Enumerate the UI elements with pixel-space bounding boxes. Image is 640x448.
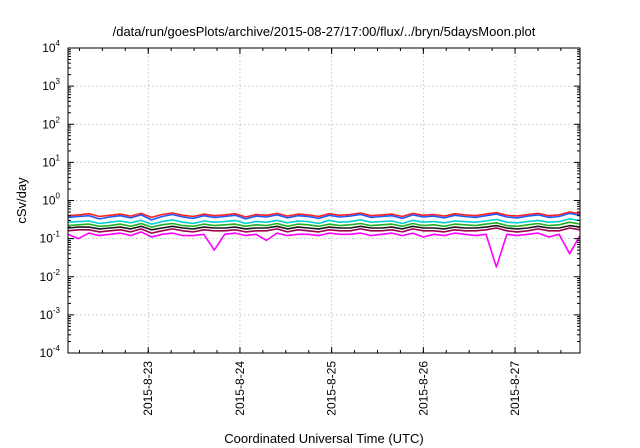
series-line (67, 231, 581, 268)
y-tick-label: 100 (42, 192, 60, 208)
y-tick-exponent: -3 (53, 306, 61, 315)
y-tick-exponent: 0 (56, 192, 61, 201)
plot-series (67, 211, 581, 268)
y-tick-base: 10 (40, 346, 54, 360)
y-axis-label: cSv/day (14, 177, 29, 224)
x-tick-label: 2015-8-26 (416, 361, 430, 416)
y-tick-label: 10-1 (40, 230, 61, 246)
y-tick-base: 10 (42, 155, 56, 169)
y-tick-exponent: -1 (53, 230, 61, 239)
chart-title: /data/run/goesPlots/archive/2015-08-27/1… (113, 24, 536, 39)
x-tick-label: 2015-8-25 (325, 361, 339, 416)
y-tick-label: 10-2 (40, 268, 61, 284)
series-line (67, 224, 581, 231)
y-tick-label: 101 (42, 153, 60, 169)
series-line (67, 221, 581, 228)
x-axis-label: Coordinated Universal Time (UTC) (224, 431, 423, 446)
y-tick-exponent: 4 (56, 39, 61, 48)
series-line (67, 211, 581, 219)
grid-lines (68, 48, 580, 353)
x-tick-label: 2015-8-27 (508, 361, 522, 416)
x-tick-label: 2015-8-23 (141, 361, 155, 416)
y-tick-label: 10-4 (40, 344, 61, 360)
series-line (67, 218, 581, 225)
y-tick-base: 10 (40, 308, 54, 322)
y-tick-exponent: 3 (56, 77, 61, 86)
y-tick-label: 104 (42, 39, 60, 55)
y-tick-base: 10 (42, 117, 56, 131)
x-tick-label: 2015-8-24 (233, 361, 247, 416)
y-tick-exponent: 1 (56, 153, 61, 162)
y-tick-label: 10-3 (40, 306, 61, 322)
y-tick-base: 10 (42, 194, 56, 208)
series-line (67, 212, 581, 221)
x-axis: 2015-8-23 2015-8-24 2015-8-25 2015-8-26 2015… (78, 48, 562, 416)
y-tick-base: 10 (42, 79, 56, 93)
series-line (67, 227, 581, 234)
y-tick-base: 10 (40, 232, 54, 246)
y-tick-label: 102 (42, 115, 60, 131)
y-tick-exponent: 2 (56, 115, 61, 124)
y-tick-base: 10 (40, 270, 54, 284)
y-tick-base: 10 (42, 41, 56, 55)
y-tick-exponent: -2 (53, 268, 61, 277)
y-tick-exponent: -4 (53, 344, 61, 353)
y-tick-label: 103 (42, 77, 60, 93)
